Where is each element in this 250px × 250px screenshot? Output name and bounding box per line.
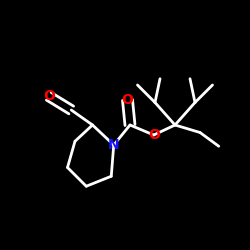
Text: O: O	[43, 89, 55, 103]
Text: O: O	[148, 128, 160, 142]
Text: O: O	[122, 93, 134, 107]
Text: N: N	[108, 138, 120, 152]
